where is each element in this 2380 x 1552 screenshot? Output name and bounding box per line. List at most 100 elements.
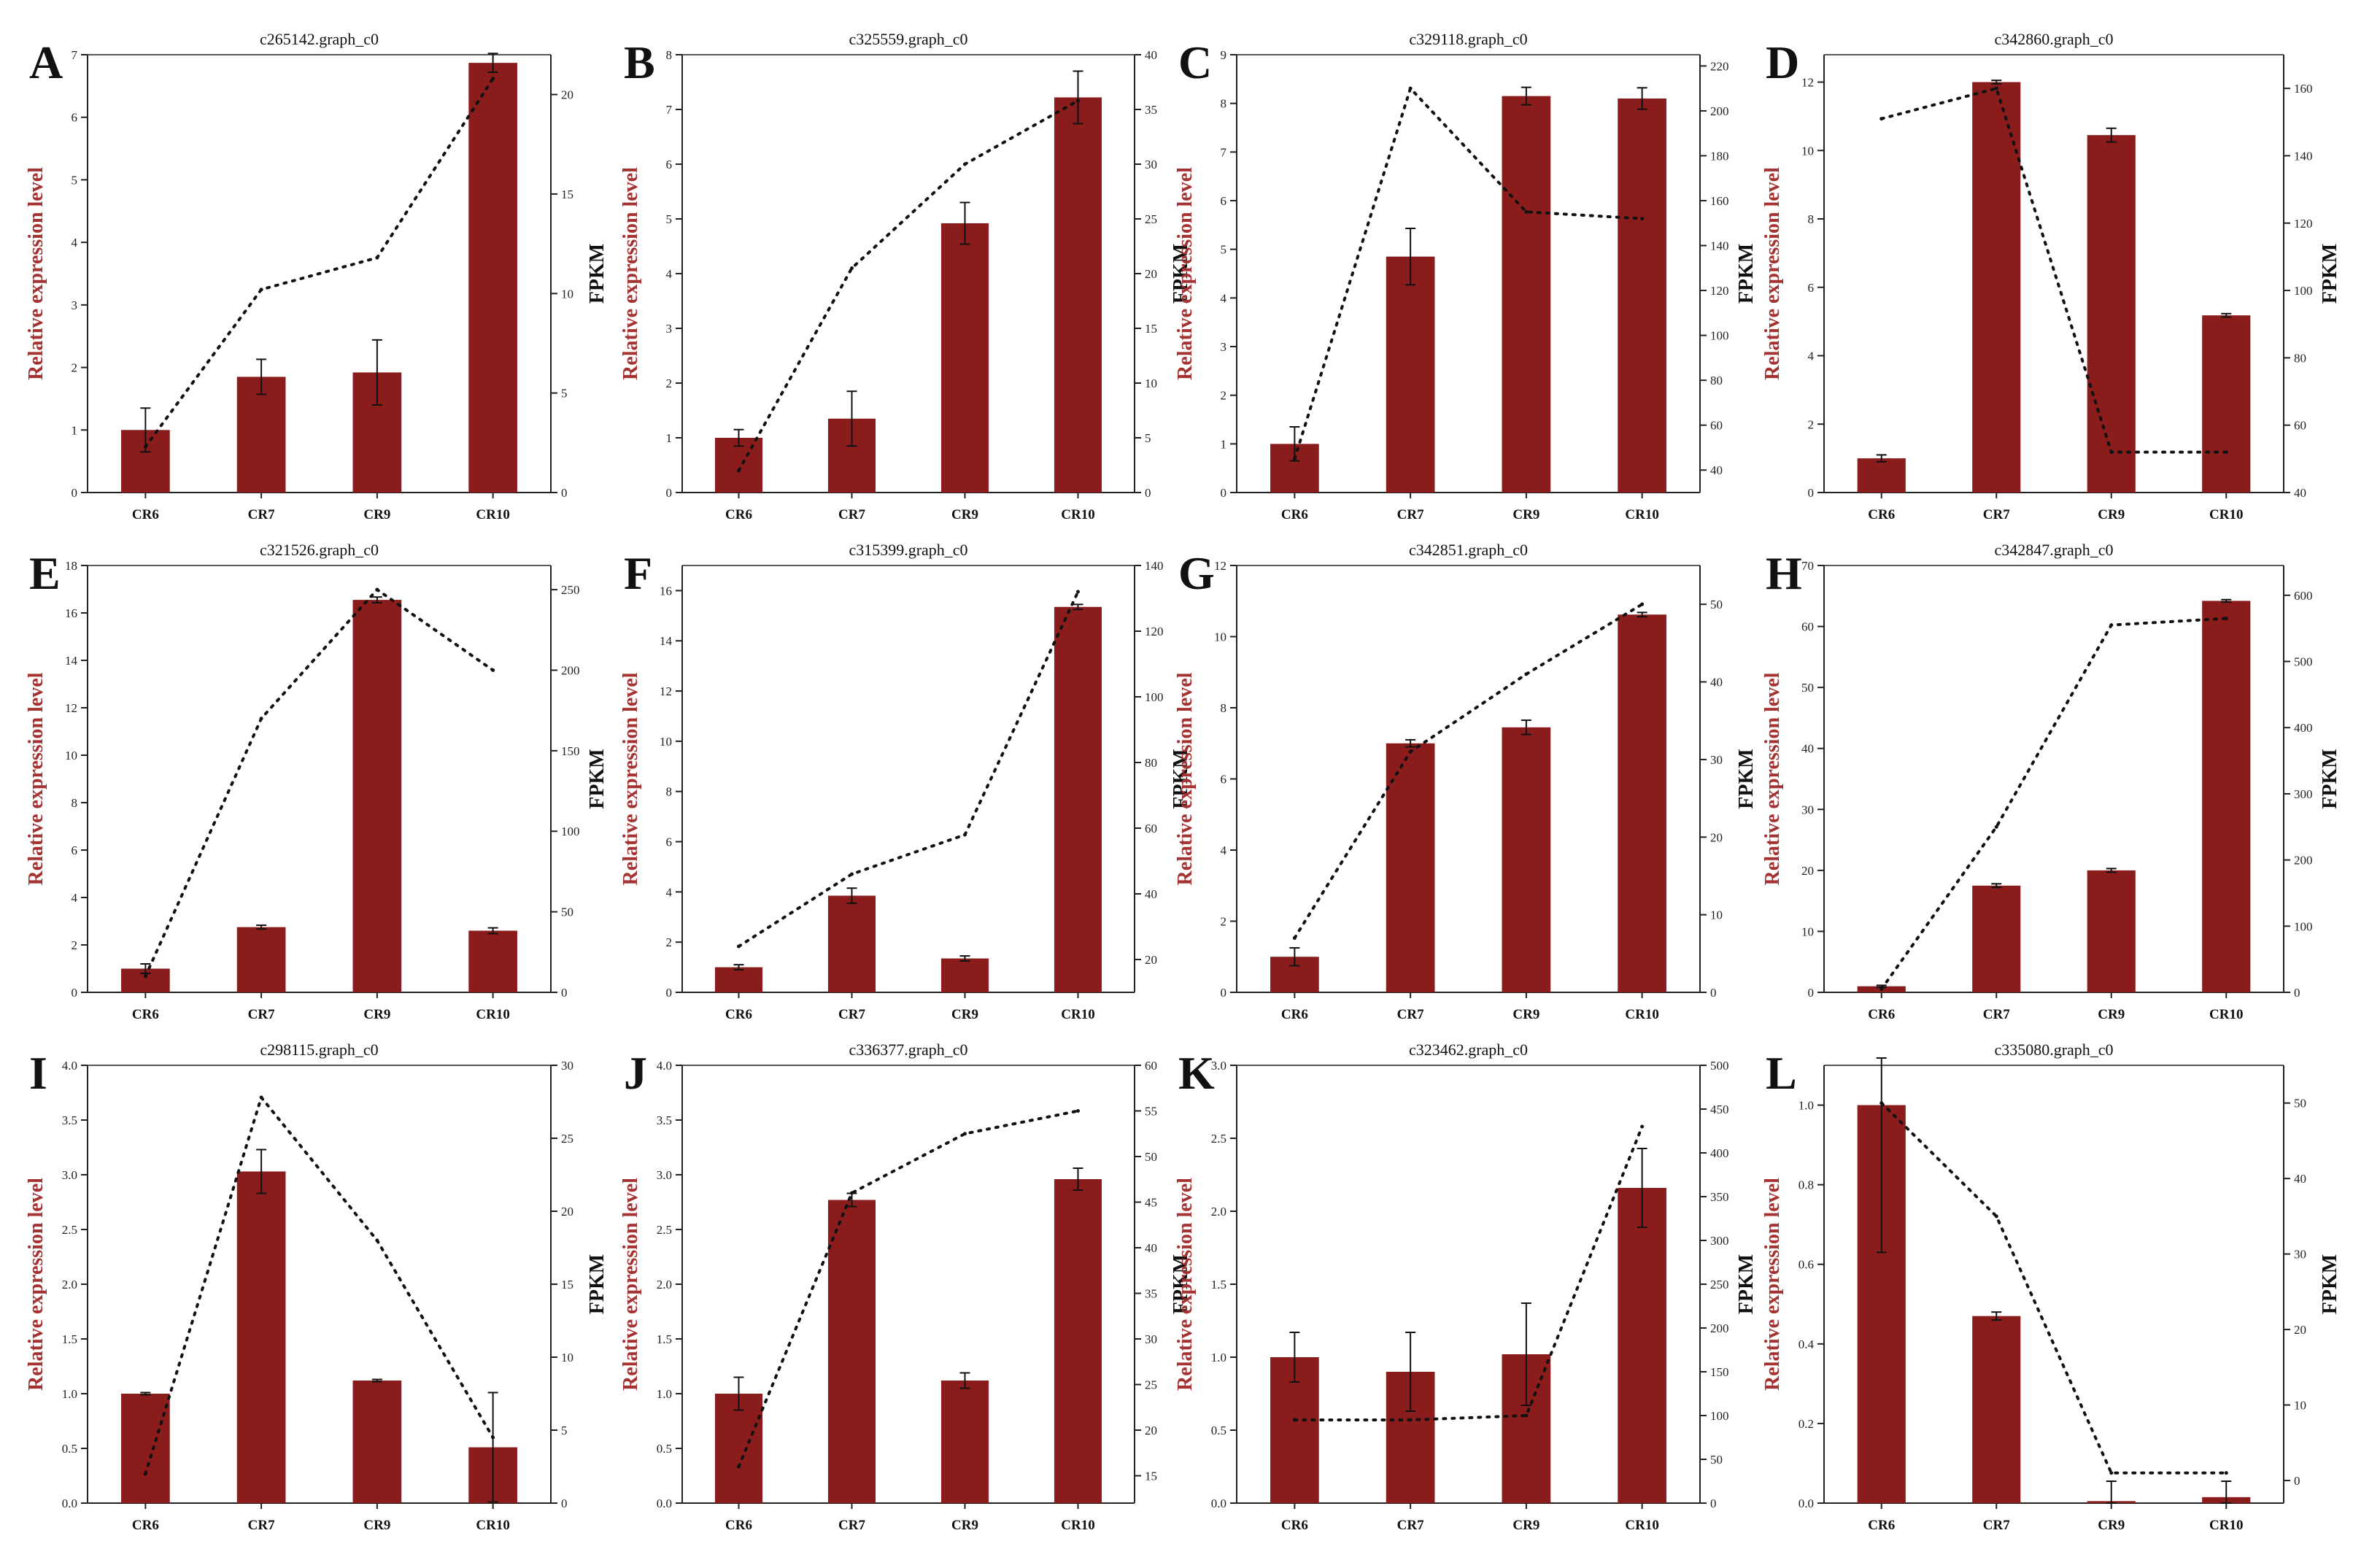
- left-tick-label: 2: [1221, 389, 1227, 403]
- category-label: CR6: [132, 1007, 159, 1022]
- category-label: CR7: [1983, 1007, 2010, 1022]
- category-label: CR6: [1868, 1007, 1895, 1022]
- right-tick-label: 250: [561, 583, 580, 597]
- fpkm-point: [1076, 1109, 1080, 1113]
- fpkm-point: [963, 833, 967, 837]
- left-tick-label: 0.2: [1798, 1417, 1814, 1431]
- category-label: CR6: [132, 1518, 159, 1533]
- chart-panel-b: 0 1 2 3 4 5 6 7 8 0 5 10 15 20 25 30 35 40 CR6 CR7 CR9 CR10 c3…: [619, 30, 1192, 522]
- bar-cr10: [1618, 614, 1666, 992]
- category-label: CR9: [1512, 1007, 1539, 1022]
- left-tick-label: 8: [72, 796, 78, 810]
- chart-panel-g: 0 2 4 6 8 10 12 0 10 20 30 40 50 CR6 CR7 CR9 CR10 c342851…: [1174, 541, 1758, 1022]
- fpkm-point: [259, 287, 263, 292]
- bar-cr6: [714, 438, 763, 493]
- y-axis-label: Relative expression level: [1761, 1178, 1784, 1391]
- bar-cr6: [714, 967, 763, 992]
- bar-cr10: [1054, 97, 1102, 493]
- left-tick-label: 6: [666, 158, 673, 171]
- right-tick-label: 120: [1710, 284, 1729, 298]
- category-label: CR10: [476, 1007, 509, 1022]
- right-tick-label: 35: [1145, 1287, 1157, 1301]
- fpkm-point: [1879, 117, 1884, 121]
- right-tick-label: 25: [561, 1132, 573, 1146]
- right-tick-label: 0: [561, 986, 568, 1000]
- y2-axis-label: FPKM: [2319, 244, 2341, 304]
- left-tick-label: 0: [666, 986, 673, 1000]
- right-tick-label: 60: [1145, 822, 1157, 835]
- y-axis-label: Relative expression level: [25, 672, 47, 885]
- category-label: CR7: [248, 1518, 275, 1533]
- fpkm-line: [1293, 603, 1644, 940]
- panel-letter: G: [1178, 547, 1215, 599]
- bar-cr7: [236, 927, 286, 992]
- right-tick-label: 15: [1145, 322, 1157, 336]
- left-tick-label: 2: [1221, 915, 1227, 929]
- right-tick-label: 10: [2294, 1399, 2306, 1413]
- category-label: CR6: [1281, 507, 1308, 522]
- right-tick-label: 40: [1145, 887, 1157, 901]
- left-tick-label: 16: [65, 606, 77, 620]
- fpkm-line: [1879, 617, 2228, 991]
- fpkm-point: [491, 1435, 495, 1440]
- left-tick-label: 4: [72, 236, 78, 250]
- y2-axis-label: FPKM: [1170, 1254, 1192, 1314]
- left-tick-label: 3: [72, 298, 78, 312]
- fpkm-point: [1292, 457, 1297, 461]
- left-tick-label: 0.6: [1798, 1258, 1814, 1272]
- bar-cr7: [1972, 82, 2021, 493]
- left-tick-label: 4.0: [62, 1059, 77, 1073]
- left-tick-label: 4: [1221, 843, 1227, 857]
- category-label: CR6: [725, 507, 752, 522]
- category-label: CR9: [951, 1007, 978, 1022]
- right-tick-label: 5: [561, 387, 568, 401]
- bar-cr9: [940, 223, 989, 493]
- right-tick-label: 60: [1710, 419, 1723, 433]
- left-tick-label: 1.5: [62, 1332, 77, 1346]
- category-label: CR10: [2209, 1518, 2243, 1533]
- left-tick-label: 3.0: [657, 1168, 672, 1182]
- fpkm-line: [144, 587, 495, 978]
- bar-cr9: [2087, 870, 2136, 992]
- right-tick-label: 20: [1145, 267, 1157, 281]
- left-tick-label: 14: [660, 634, 673, 648]
- right-tick-label: 600: [2294, 589, 2313, 603]
- right-tick-label: 20: [2294, 1323, 2306, 1337]
- category-label: CR9: [2098, 1007, 2125, 1022]
- category-label: CR10: [476, 1518, 509, 1533]
- left-tick-label: 0: [72, 986, 78, 1000]
- chart-panel-c: 0 1 2 3 4 5 6 7 8 9 40 60 80 100 120 140 160 180 200 220 CR6…: [1174, 30, 1758, 522]
- bar-cr9: [352, 600, 402, 992]
- right-tick-label: 120: [2294, 217, 2313, 231]
- right-tick-label: 40: [2294, 486, 2306, 500]
- category-label: CR10: [476, 507, 509, 522]
- left-tick-label: 4.0: [657, 1059, 672, 1073]
- chart-title: c342851.graph_c0: [1409, 541, 1528, 559]
- left-tick-label: 1.0: [1211, 1351, 1226, 1364]
- left-tick-label: 8: [666, 48, 673, 62]
- right-tick-label: 10: [561, 1351, 573, 1364]
- bar-cr6: [714, 1394, 763, 1503]
- fpkm-point: [1076, 590, 1080, 594]
- chart-title: c321526.graph_c0: [260, 541, 379, 559]
- left-tick-label: 8: [1808, 212, 1815, 226]
- left-tick-label: 10: [1801, 924, 1814, 938]
- fpkm-point: [259, 717, 263, 721]
- right-tick-label: 40: [2294, 1172, 2306, 1186]
- y2-axis-label: FPKM: [1735, 244, 1758, 304]
- left-tick-label: 5: [72, 173, 78, 187]
- bar-cr10: [2202, 601, 2251, 992]
- left-tick-label: 2: [1808, 417, 1815, 431]
- right-tick-label: 100: [1710, 329, 1729, 343]
- fpkm-point: [375, 1238, 379, 1243]
- y2-axis-label: FPKM: [1170, 749, 1192, 808]
- y2-axis-label: FPKM: [2319, 1254, 2341, 1314]
- bar-cr7: [236, 1171, 286, 1503]
- category-label: CR6: [725, 1518, 752, 1533]
- right-tick-label: 500: [1710, 1059, 1729, 1073]
- fpkm-line: [737, 99, 1080, 472]
- fpkm-point: [963, 1132, 967, 1136]
- chart-panel-l: 0.0 0.2 0.4 0.6 0.8 1.0 0 10 20 30 40 50 CR6 CR7 CR9 CR…: [1761, 1041, 2341, 1533]
- chart-panel-j: 0.0 0.5 1.0 1.5 2.0 2.5 3.0 3.5 4.0 15 20 25 30 35 40 4…: [619, 1041, 1192, 1533]
- fpkm-point: [850, 1191, 854, 1195]
